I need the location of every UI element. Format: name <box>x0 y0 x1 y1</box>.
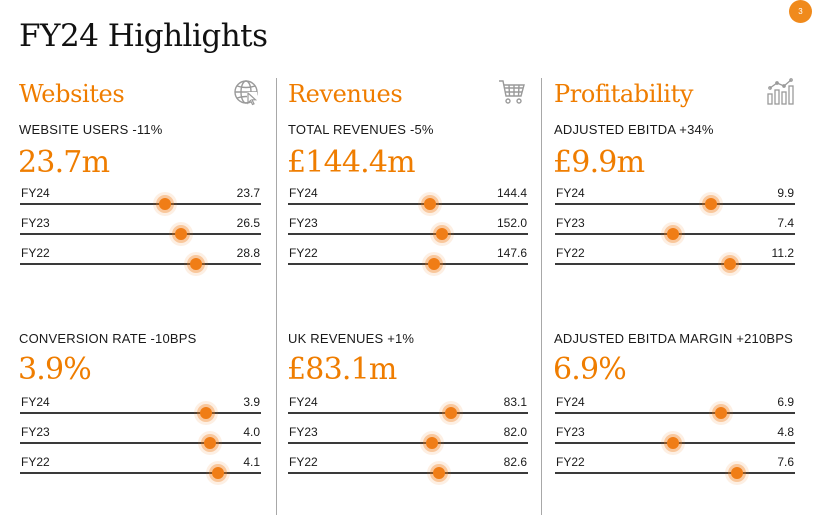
bar-chart-icon <box>767 78 794 105</box>
year-marker-dot <box>199 407 212 419</box>
year-track <box>20 263 261 265</box>
year-label: FY22 <box>556 455 585 469</box>
year-value: 28.8 <box>236 246 260 260</box>
year-track <box>20 442 261 444</box>
year-value: 82.0 <box>503 425 527 439</box>
kpi-value: £9.9m <box>553 145 645 180</box>
section-title: Revenues <box>288 80 403 108</box>
year-value: 144.4 <box>496 186 527 200</box>
year-value: 6.9 <box>777 395 794 409</box>
year-value: 83.1 <box>503 395 527 409</box>
year-track <box>555 203 795 205</box>
year-marker-dot <box>158 198 171 210</box>
year-track <box>288 472 528 474</box>
kpi-label: ADJUSTED EBITDA MARGIN +210BPS <box>554 331 793 346</box>
year-value: 23.7 <box>236 186 260 200</box>
year-label: FY24 <box>289 395 318 409</box>
year-label: FY24 <box>556 395 585 409</box>
year-track <box>555 472 795 474</box>
year-value: 147.6 <box>496 246 527 260</box>
kpi-value: £83.1m <box>287 352 397 387</box>
kpi-label: CONVERSION RATE -10BPS <box>19 331 197 346</box>
year-value: 4.1 <box>243 455 260 469</box>
year-track <box>288 263 528 265</box>
year-marker-dot <box>666 228 679 240</box>
year-label: FY22 <box>21 455 50 469</box>
year-value: 7.4 <box>777 216 794 230</box>
year-marker-dot <box>724 258 737 270</box>
section-title: Profitability <box>554 80 693 108</box>
page-title: FY24 Highlights <box>19 18 268 54</box>
kpi-value: 3.9% <box>18 352 92 387</box>
year-track <box>20 233 261 235</box>
year-value: 3.9 <box>243 395 260 409</box>
kpi-value: £144.4m <box>287 145 416 180</box>
year-track <box>288 203 528 205</box>
year-marker-dot <box>433 467 446 479</box>
year-marker-dot <box>189 258 202 270</box>
year-marker-dot <box>211 467 224 479</box>
kpi-value: 6.9% <box>553 352 627 387</box>
year-track <box>288 442 528 444</box>
year-label: FY24 <box>556 186 585 200</box>
year-track <box>20 203 261 205</box>
column-divider <box>276 78 277 515</box>
year-marker-dot <box>428 258 441 270</box>
year-value: 4.8 <box>777 425 794 439</box>
year-track <box>288 233 528 235</box>
year-marker-dot <box>204 437 217 449</box>
year-value: 152.0 <box>496 216 527 230</box>
column-divider <box>541 78 542 515</box>
globe-icon <box>234 80 258 106</box>
year-label: FY22 <box>289 455 318 469</box>
year-label: FY22 <box>556 246 585 260</box>
year-track <box>555 263 795 265</box>
year-track <box>288 412 528 414</box>
kpi-value: 23.7m <box>18 145 110 180</box>
year-marker-dot <box>666 437 679 449</box>
year-marker-dot <box>705 198 717 210</box>
year-track <box>20 472 261 474</box>
year-value: 4.0 <box>243 425 260 439</box>
year-marker-dot <box>426 437 438 449</box>
year-label: FY23 <box>21 425 50 439</box>
year-track <box>20 412 261 414</box>
year-label: FY23 <box>21 216 50 230</box>
year-marker-dot <box>175 228 188 240</box>
year-value: 11.2 <box>771 246 794 260</box>
kpi-label: TOTAL REVENUES -5% <box>288 122 434 137</box>
year-label: FY23 <box>289 216 318 230</box>
year-value: 9.9 <box>777 186 794 200</box>
year-label: FY22 <box>289 246 318 260</box>
year-value: 7.6 <box>777 455 794 469</box>
year-label: FY22 <box>21 246 50 260</box>
year-marker-dot <box>435 228 448 240</box>
year-label: FY23 <box>556 425 585 439</box>
year-marker-dot <box>423 198 436 210</box>
shopping-cart-icon <box>499 80 525 104</box>
kpi-label: ADJUSTED EBITDA +34% <box>554 122 714 137</box>
section-title: Websites <box>19 80 125 108</box>
year-marker-dot <box>445 407 458 419</box>
year-label: FY24 <box>289 186 318 200</box>
year-marker-dot <box>731 467 744 479</box>
year-value: 26.5 <box>236 216 260 230</box>
year-track <box>555 412 795 414</box>
page-number-badge: 3 <box>789 0 812 23</box>
kpi-label: UK REVENUES +1% <box>288 331 415 346</box>
year-label: FY24 <box>21 395 50 409</box>
year-label: FY23 <box>289 425 318 439</box>
year-label: FY23 <box>556 216 585 230</box>
year-label: FY24 <box>21 186 50 200</box>
year-value: 82.6 <box>503 455 527 469</box>
year-marker-dot <box>714 407 727 419</box>
kpi-label: WEBSITE USERS -11% <box>19 122 163 137</box>
